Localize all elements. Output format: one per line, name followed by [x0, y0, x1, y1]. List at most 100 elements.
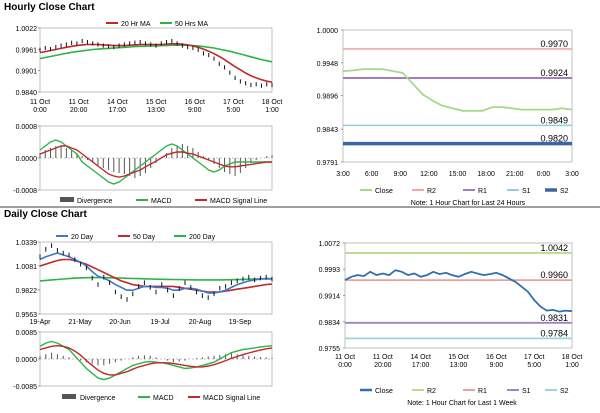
daily-price-xtick-5: 19-Sep	[229, 319, 252, 326]
hourly-pivot-xtick-2: 9:00	[393, 171, 407, 178]
hourly-macd-ytick-0: 0.0008	[16, 124, 38, 131]
daily-price-xtick-0: 19-Apr	[29, 319, 51, 326]
daily-pivot-legend-r2-label: R2	[427, 388, 436, 395]
daily-pivot-r1-label: 0.9960	[540, 270, 568, 280]
daily-pivot-legend-r1-label: R1	[478, 388, 487, 395]
hourly-price-frame	[39, 27, 273, 93]
hourly-pivot-note: Note: 1 Hour Chart for Last 24 Hours	[411, 200, 526, 207]
daily-price-ytick-1: 1.0081	[16, 264, 38, 271]
hourly-pivot-xtick-7: 0:00	[537, 171, 551, 178]
hourly-pivot-legend-r1-label: R1	[478, 188, 487, 195]
hourly-pivot-r1-label: 0.9924	[540, 68, 568, 78]
daily-pivot-ytick-3: 0.9834	[319, 320, 341, 327]
hourly-legend-signal-label: MACD Signal Line	[210, 198, 267, 205]
daily-20day-line	[39, 252, 272, 294]
daily-pivot-ytick-4: 0.9755	[319, 346, 341, 353]
hourly-pivot-s1-label: 0.9849	[540, 115, 568, 125]
daily-price-xtick-1: 21-May	[68, 319, 92, 326]
hourly-price-xtick-4: 16 Oct 9:00	[184, 99, 205, 114]
daily-price-xtick-3: 19-Jul	[150, 319, 170, 326]
hourly-signal-line	[39, 145, 272, 178]
hourly-legend-divergence-label: Divergence	[77, 198, 113, 205]
daily-pivot-xtick-3: 15 Oct 13:00	[448, 354, 469, 369]
daily-pivot-note: Note: 1 Hour Chart for Last 1 Week	[407, 400, 517, 407]
hourly-pivot-xtick-5: 18:00	[477, 171, 495, 178]
daily-price-xtick-4: 20-Aug	[189, 319, 212, 326]
daily-macd-ytick-1: 0.0000	[16, 357, 38, 364]
daily-pivot-xtick-6: 18 Oct 1:00	[562, 354, 583, 369]
hourly-pivot-xtick-0: 3:00	[336, 171, 350, 178]
daily-pivot-frame	[344, 242, 573, 349]
daily-pivot-xtick-1: 11 Oct 20:00	[373, 354, 393, 369]
daily-200day-line	[39, 276, 272, 282]
hourly-price-xtick-3: 15 Oct 13:00	[146, 99, 167, 114]
daily-legend-divergence-label: Divergence	[80, 395, 116, 402]
daily-pivot-legend-s2-label: S2	[560, 388, 569, 395]
hourly-price-ytick-0: 1.0022	[16, 26, 38, 33]
hourly-macd-ytick-1: 0.0000	[16, 156, 38, 163]
hourly-price-xtick-0: 11 Oct 0:00	[30, 99, 50, 114]
daily-pivot-xtick-0: 11 Oct 0:00	[335, 354, 355, 369]
daily-legend-20day-label: 20 Day	[71, 234, 94, 241]
hourly-legend-divergence-swatch	[60, 197, 74, 202]
hourly-price-ytick-1: 0.9961	[16, 47, 38, 54]
daily-legend-divergence-swatch	[62, 394, 76, 399]
daily-macd-ytick-0: 0.0085	[16, 330, 38, 337]
hourly-pivot-s2-label: 0.9820	[540, 134, 568, 144]
hourly-pivot-ytick-1: 0.9948	[317, 61, 339, 68]
daily-price-ytick-2: 0.9822	[16, 288, 38, 295]
hourly-legend-macd-label: MACD	[151, 198, 172, 205]
hourly-legend-20hr-label: 20 Hr MA	[121, 21, 151, 28]
daily-pivot-xtick-2: 14 Oct 17:00	[410, 354, 431, 369]
daily-pivot-s2-label: 0.9784	[540, 328, 568, 338]
daily-signal-line	[39, 344, 273, 376]
hourly-pivot-ytick-4: 0.9791	[317, 160, 339, 167]
daily-legend-signal-label: MACD Signal Line	[203, 395, 260, 402]
hourly-pivot-legend-s1-label: S1	[522, 188, 531, 195]
hourly-pivot-xtick-3: 12:00	[420, 171, 438, 178]
daily-section-title: Daily Close Chart	[4, 209, 87, 220]
hourly-pivot-xtick-1: 6:00	[365, 171, 379, 178]
daily-pivot-close-line	[344, 269, 573, 313]
daily-pivot-xtick-4: 16 Oct 9:00	[486, 354, 507, 369]
daily-price-ytick-0: 1.0339	[16, 240, 38, 247]
hourly-macd-ytick-2: -0.0008	[13, 188, 37, 195]
hourly-price-ytick-2: 0.9901	[16, 69, 38, 76]
daily-macd-line	[39, 340, 273, 381]
hourly-macd-line	[39, 139, 272, 185]
hourly-pivot-ytick-0: 1.0000	[317, 28, 339, 35]
daily-pivot-s1-label: 0.9831	[540, 313, 568, 323]
daily-legend-50day-label: 50 Day	[133, 234, 156, 241]
hourly-pivot-xtick-6: 21:00	[506, 171, 524, 178]
hourly-price-xtick-2: 14 Oct 17:00	[107, 99, 128, 114]
daily-legend-200day-label: 200 Day	[189, 234, 216, 241]
hourly-pivot-close-line	[342, 68, 573, 112]
hourly-pivot-ytick-3: 0.9843	[317, 127, 339, 134]
hourly-pivot-legend-close-label: Close	[375, 188, 393, 195]
daily-pivot-legend-s1-label: S1	[522, 388, 531, 395]
daily-macd-ytick-2: -0.0085	[13, 384, 37, 391]
hourly-pivot-legend-s2-label: S2	[560, 188, 569, 195]
daily-pivot-xtick-5: 17 Oct 5:00	[524, 354, 545, 369]
hourly-pivot-xtick-8: 3:00	[565, 171, 579, 178]
hourly-pivot-ytick-2: 0.9896	[317, 94, 339, 101]
hourly-price-xtick-5: 17 Oct 5:00	[223, 99, 244, 114]
hourly-price-ytick-3: 0.9840	[16, 90, 38, 97]
daily-pivot-legend-close-label: Close	[375, 388, 393, 395]
daily-price-xtick-2: 20-Jun	[109, 319, 131, 326]
daily-legend-macd-label: MACD	[153, 395, 174, 402]
hourly-legend-50hr-label: 50 Hrs MA	[175, 21, 208, 28]
hourly-section-title: Hourly Close Chart	[4, 2, 95, 13]
daily-price-ytick-3: 0.9563	[16, 312, 38, 319]
hourly-price-xtick-1: 11 Oct 20:00	[69, 99, 89, 114]
hourly-20hr-ma-line	[39, 42, 273, 83]
hourly-pivot-r2-label: 0.9970	[540, 39, 568, 49]
daily-pivot-r2-label: 1.0042	[540, 243, 568, 253]
hourly-pivot-legend-r2-label: R2	[427, 188, 436, 195]
daily-pivot-ytick-0: 1.0072	[319, 241, 341, 248]
hourly-pivot-frame	[342, 29, 573, 163]
hourly-pivot-xtick-4: 15:00	[449, 171, 467, 178]
daily-pivot-ytick-2: 0.9914	[319, 293, 341, 300]
